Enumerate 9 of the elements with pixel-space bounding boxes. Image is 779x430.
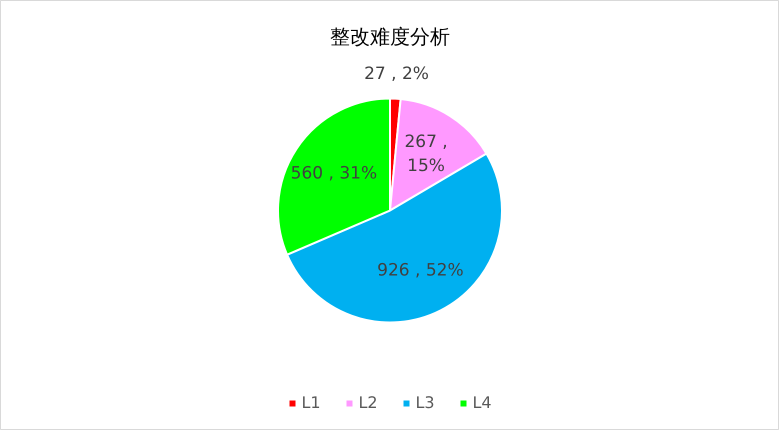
legend-label: L3 [416,393,436,412]
data-label: 27 , 2% [364,64,429,84]
legend-label: L2 [358,393,378,412]
legend-label: L4 [472,393,492,412]
data-label: 926 , 52% [377,260,464,280]
data-label: 267 , 15% [404,132,448,176]
data-label: 560 , 31% [290,164,378,184]
legend-label: L1 [302,393,322,412]
chart-title: 整改难度分析 [330,24,450,48]
